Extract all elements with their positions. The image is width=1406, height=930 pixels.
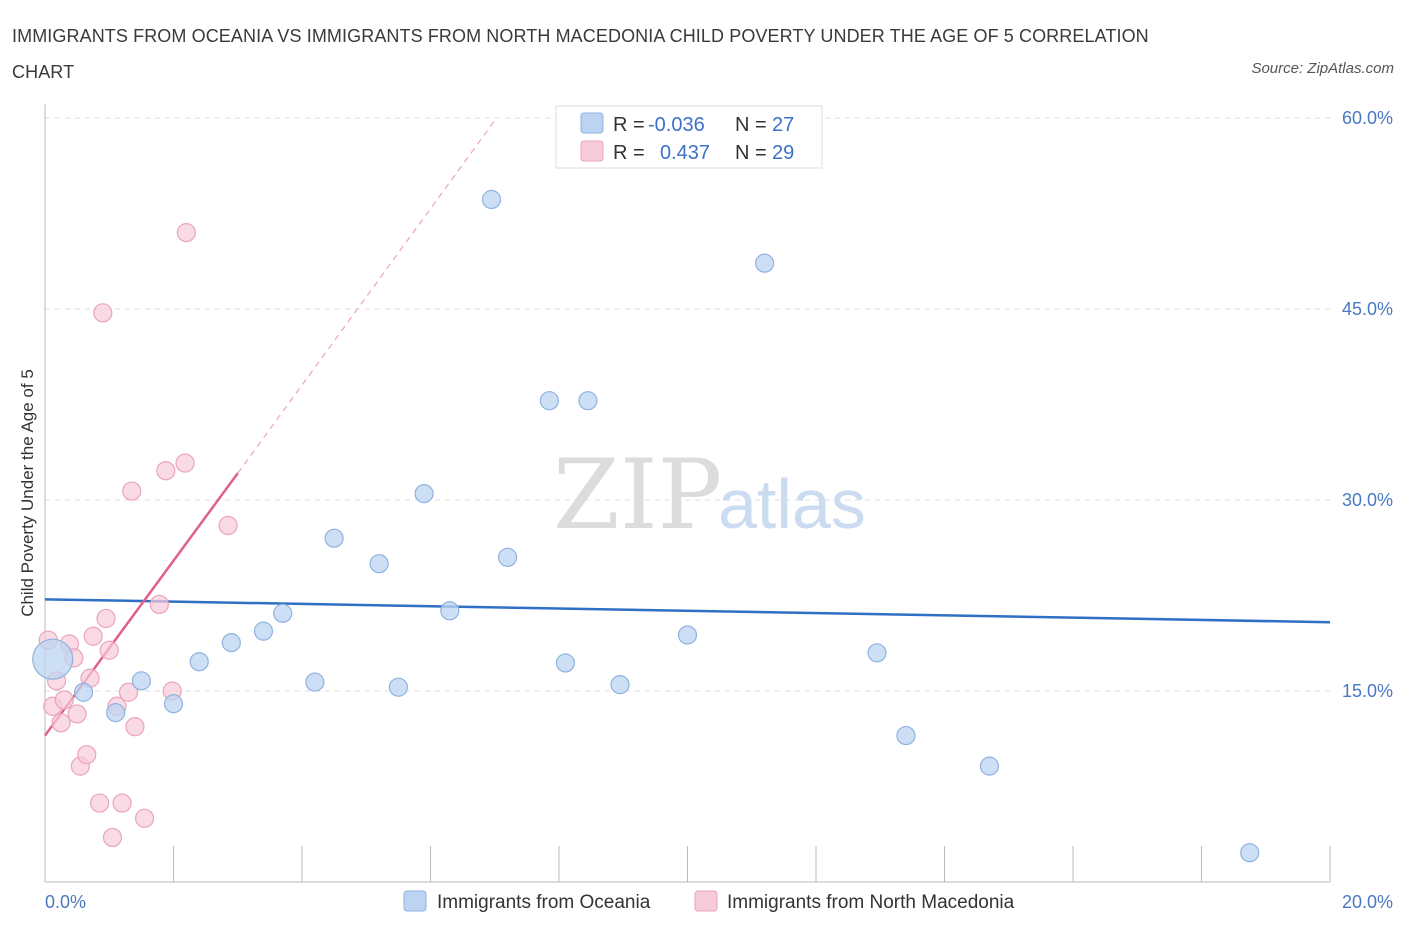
point-macedonia <box>93 303 113 323</box>
series-macedonia-points <box>38 223 238 848</box>
legend-n-value-oceania: 27 <box>772 114 794 136</box>
point-macedonia <box>118 682 139 702</box>
point-oceania <box>677 625 698 645</box>
point-oceania <box>388 677 408 697</box>
point-macedonia <box>67 704 87 724</box>
point-macedonia <box>218 515 238 536</box>
point-macedonia <box>90 793 110 813</box>
point-macedonia <box>175 453 195 473</box>
watermark-atlas: atlas <box>718 465 866 543</box>
point-macedonia <box>51 713 71 733</box>
point-oceania <box>754 253 775 273</box>
point-oceania <box>896 725 916 746</box>
point-oceania <box>979 756 1000 776</box>
point-oceania <box>273 603 293 623</box>
point-macedonia <box>77 745 97 765</box>
point-oceania <box>324 528 344 548</box>
point-macedonia <box>156 461 176 481</box>
point-macedonia <box>122 481 142 501</box>
y-tick-label: 30.0% <box>1342 490 1393 510</box>
x-tick-label-max: 20.0% <box>1342 892 1393 912</box>
chart-title: IMMIGRANTS FROM OCEANIA VS IMMIGRANTS FR… <box>12 26 1149 82</box>
point-oceania <box>106 703 126 723</box>
point-oceania <box>867 643 887 663</box>
legend-swatch-macedonia <box>580 140 604 162</box>
point-oceania <box>221 633 241 653</box>
point-oceania <box>73 682 94 702</box>
bottom-legend-label-macedonia: Immigrants from North Macedonia <box>727 892 1015 913</box>
legend-swatch-oceania <box>580 112 604 134</box>
point-oceania <box>578 391 598 411</box>
legend-n-label-macedonia: N = <box>735 142 767 164</box>
point-macedonia <box>83 626 103 646</box>
legend-r-label-macedonia: R = <box>613 142 645 164</box>
y-tick-label: 15.0% <box>1342 681 1393 701</box>
legend-r-value-macedonia: 0.437 <box>660 142 710 164</box>
source-label: Source: ZipAtlas.com <box>1251 60 1394 77</box>
point-macedonia <box>176 223 196 243</box>
point-macedonia <box>149 594 169 615</box>
point-macedonia <box>102 827 123 848</box>
point-oceania <box>189 652 209 672</box>
point-oceania <box>481 189 502 210</box>
point-oceania <box>498 547 518 567</box>
trend-line-oceania <box>44 598 1331 624</box>
point-oceania <box>131 671 151 691</box>
point-oceania <box>305 672 325 692</box>
point-oceania <box>539 391 559 411</box>
series-oceania-points <box>32 189 1260 863</box>
y-tick-labels: 15.0% 30.0% 45.0% 60.0% <box>1342 108 1393 701</box>
point-macedonia <box>125 717 145 737</box>
point-oceania <box>163 694 184 714</box>
point-oceania <box>440 601 460 621</box>
top-legend: R = -0.036 N = 27 R = 0.437 N = 29 <box>555 105 823 169</box>
point-macedonia <box>112 793 132 813</box>
point-oceania <box>1240 843 1260 863</box>
point-oceania <box>414 484 434 504</box>
grid-lines <box>45 117 1330 692</box>
point-oceania <box>32 638 74 680</box>
watermark-zip: ZIP <box>553 439 722 551</box>
legend-n-value-macedonia: 29 <box>772 142 794 164</box>
point-macedonia <box>54 690 74 710</box>
point-macedonia <box>96 608 116 629</box>
trend-line-macedonia-extension <box>237 120 496 474</box>
x-tick-label-min: 0.0% <box>45 892 86 912</box>
y-tick-label: 45.0% <box>1342 299 1393 319</box>
bottom-legend-swatch-macedonia <box>694 890 718 912</box>
legend-r-value-oceania: -0.036 <box>648 114 705 136</box>
bottom-legend-swatch-oceania <box>403 890 427 912</box>
point-oceania <box>253 621 274 641</box>
legend-r-label-oceania: R = <box>613 114 645 136</box>
legend-n-label-oceania: N = <box>735 114 767 136</box>
point-oceania <box>555 653 576 673</box>
point-macedonia <box>99 640 119 660</box>
y-axis-title: Child Poverty Under the Age of 5 <box>18 369 37 617</box>
bottom-legend: Immigrants from Oceania Immigrants from … <box>403 890 1015 913</box>
point-macedonia <box>134 808 155 828</box>
y-tick-label: 60.0% <box>1342 108 1393 128</box>
x-axis-ticks <box>44 846 1331 882</box>
point-oceania <box>610 675 630 695</box>
point-oceania <box>369 554 389 574</box>
bottom-legend-label-oceania: Immigrants from Oceania <box>437 892 651 913</box>
trend-line-macedonia <box>43 472 239 737</box>
